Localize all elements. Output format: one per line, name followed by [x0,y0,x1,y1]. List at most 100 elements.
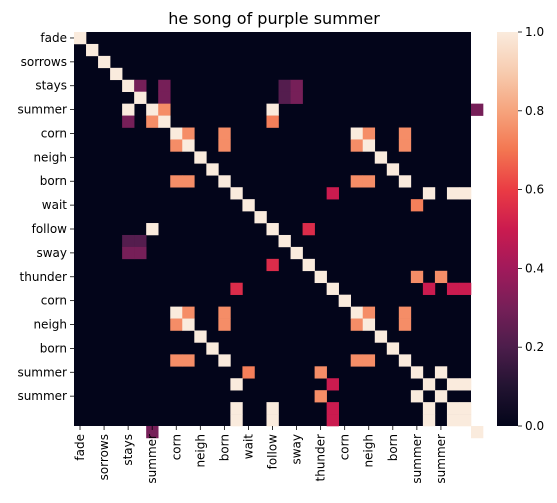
column-tick-label: neigh [193,434,207,468]
heatmap-cell [122,246,135,260]
row-tick-label: corn [41,126,67,140]
heatmap-cell [410,390,424,403]
heatmap-cell [314,366,327,379]
row-tick-label: corn [41,294,67,308]
heatmap-cell [230,282,243,295]
heatmap-cell [182,139,195,152]
colorbar-tick-label: 0.4 [525,261,544,275]
heatmap-cell [134,79,147,92]
heatmap-cell [422,402,436,415]
heatmap-cell [326,187,339,200]
heatmap-cell [446,187,460,200]
column-tick-label: born [386,434,400,461]
heatmap-cell [374,151,388,164]
heatmap-cell [434,366,448,379]
column-tick-label: stays [121,434,135,466]
heatmap-cell [182,306,195,319]
heatmap-cell [266,258,279,272]
heatmap-cell [434,270,448,284]
column-tick-label: follow [266,434,280,470]
heatmap-cell [350,127,364,140]
heatmap-cell [446,414,460,427]
heatmap-cell [206,163,219,176]
heatmap-cell [398,354,412,367]
heatmap-cell [350,306,364,319]
heatmap-cell [158,115,171,128]
colorbar [497,32,518,426]
row-tick-label: sorrows [21,55,67,69]
heatmap-cell [230,187,243,200]
heatmap-cell [146,103,159,116]
row-tick-label: wait [42,198,68,212]
column-tick-label: wait [241,434,255,460]
heatmap-cell [170,139,183,152]
heatmap-cell [458,282,472,295]
heatmap-cell [350,175,364,188]
heatmap-cell [410,199,424,212]
row-tick-label: neigh [33,150,67,164]
heatmap-cell [170,175,183,188]
heatmap-cell [446,402,460,415]
column-tick-label: corn [338,434,352,460]
heatmap-cell [122,115,135,128]
heatmap-cell [266,103,279,116]
heatmap-cell [146,115,159,128]
row-tick-label: summer [17,365,67,379]
colorbar-tick-label: 0.8 [525,104,544,118]
heatmap-cell [158,79,171,92]
heatmap-cell [134,91,147,104]
heatmap-cell [218,354,231,367]
column-tick-label: thunder [314,434,328,482]
heatmap-cell [362,127,376,140]
column-tick-label: summer [434,434,448,484]
heatmap-cell [434,390,448,403]
heatmap-cell [446,282,460,295]
heatmap-cell [422,378,436,391]
heatmap-cell [302,223,315,236]
heatmap-cell [398,139,412,152]
heatmap-cell [362,318,376,331]
heatmap-cell [218,318,231,331]
row-tick-labels: fade sorrows stays summer corn neigh born wait f… [17,31,74,403]
heatmap-cell [206,342,219,355]
heatmap-cell [230,402,243,415]
heatmap-cell [86,43,99,57]
column-tick-label: neigh [362,434,376,468]
heatmap-cell [326,414,339,427]
heatmap-cell [230,414,243,427]
column-tick-labels: fade sorrows stays summer corn neigh born wait f… [73,426,448,484]
heatmap-cell [278,91,291,104]
heatmap-cell [386,342,400,355]
row-tick-label: thunder [20,270,68,284]
row-tick-label: fade [40,31,67,45]
heatmap-cell [170,354,183,367]
heatmap-cell [242,199,255,212]
colorbar-tick-label: 0.2 [525,340,544,354]
heatmap-cell [362,139,376,152]
column-tick-label: fade [73,434,87,461]
row-tick-label: neigh [33,318,67,332]
heatmap-cell [471,103,484,116]
row-tick-label: sway [36,246,67,260]
heatmap-cell [218,175,231,188]
heatmap-cell [314,270,327,284]
colorbar-tick-label: 0.0 [525,419,544,433]
row-tick-label: summer [17,389,67,403]
heatmap-cell [338,294,351,307]
heatmap-cell [242,366,255,379]
row-tick-label: follow [32,222,68,236]
heatmap-cell [398,318,412,331]
heatmap-cell [182,127,195,140]
heatmap-cell [122,79,135,92]
column-tick-label: summer [410,434,424,484]
heatmap-cell [254,211,267,224]
heatmap-cell [158,91,171,104]
column-tick-label: born [217,434,231,461]
heatmap-cell [194,330,207,343]
heatmap-cell [278,79,291,92]
heatmap-cell [194,151,207,164]
heatmap-cell [326,402,339,415]
heatmap-cell [374,330,388,343]
heatmap-cell [266,402,279,415]
